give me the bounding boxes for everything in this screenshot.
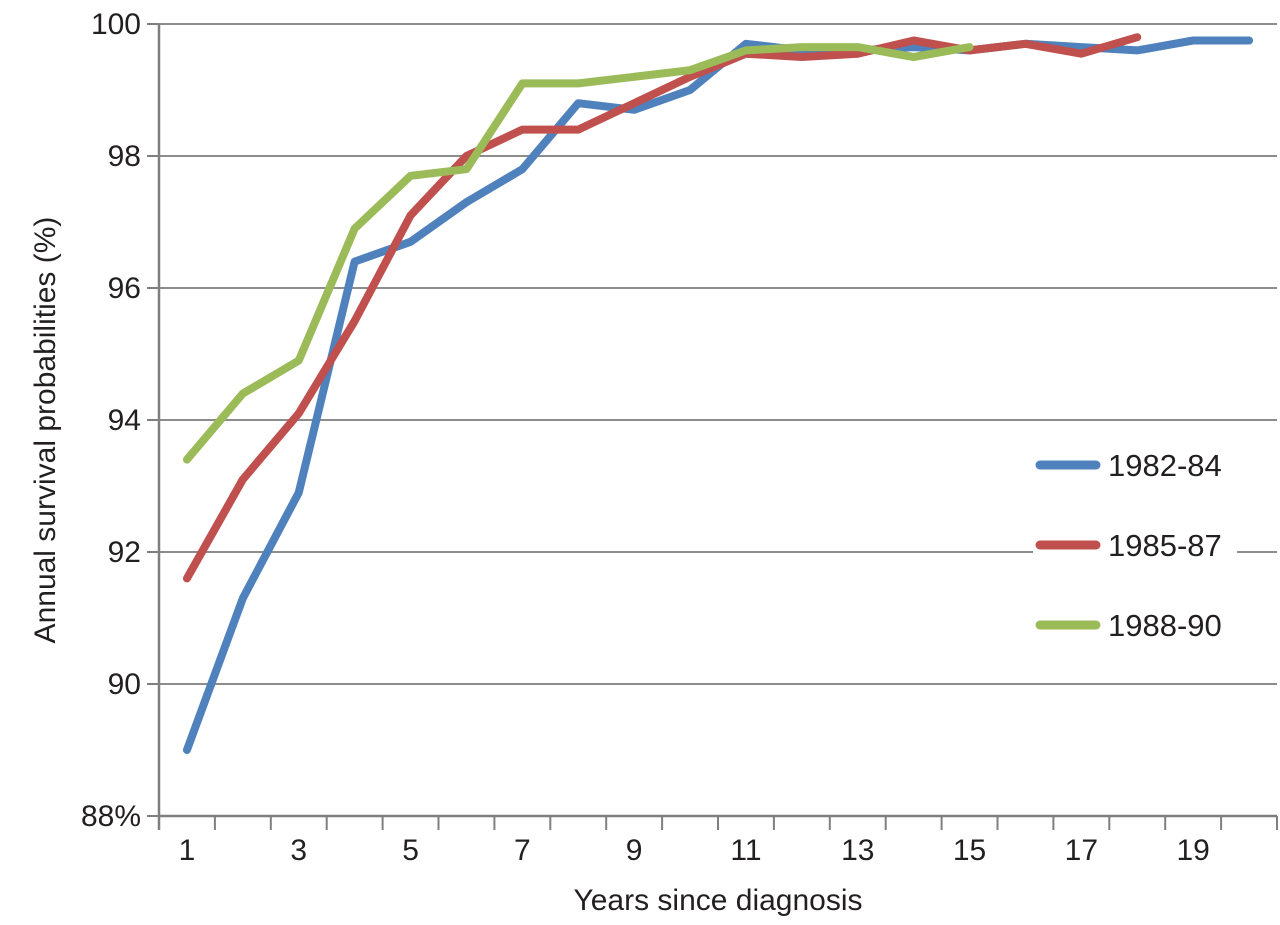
x-tick-label-15: 15: [953, 834, 986, 867]
x-tick-label-7: 7: [514, 834, 531, 867]
y-tick-label-92: 92: [108, 536, 141, 569]
x-tick-label-11: 11: [730, 834, 761, 867]
x-axis-title: Years since diagnosis: [573, 884, 863, 917]
series-line-1985-87: [182, 33, 1142, 583]
series-line-1988-90: [182, 43, 974, 464]
x-tick-label-5: 5: [402, 834, 419, 867]
x-tick-label-1: 1: [179, 834, 196, 867]
legend-label-1982-84: 1982-84: [1108, 448, 1222, 483]
y-tick-label-88: 88%: [81, 800, 141, 833]
y-tick-label-100: 100: [91, 8, 141, 41]
legend-label-1988-90: 1988-90: [1108, 608, 1222, 643]
y-tick-label-94: 94: [108, 404, 141, 437]
y-axis-title: Annual survival probabilities (%): [29, 216, 62, 644]
x-tick-label-3: 3: [290, 834, 307, 867]
x-tick-label-17: 17: [1065, 834, 1098, 867]
x-tick-label-13: 13: [841, 834, 874, 867]
x-tick-label-9: 9: [626, 834, 643, 867]
x-tick-label-19: 19: [1176, 834, 1209, 867]
legend-label-1985-87: 1985-87: [1108, 528, 1222, 563]
y-tick-label-96: 96: [108, 272, 141, 305]
y-tick-label-90: 90: [108, 668, 141, 701]
y-tick-label-98: 98: [108, 140, 141, 173]
